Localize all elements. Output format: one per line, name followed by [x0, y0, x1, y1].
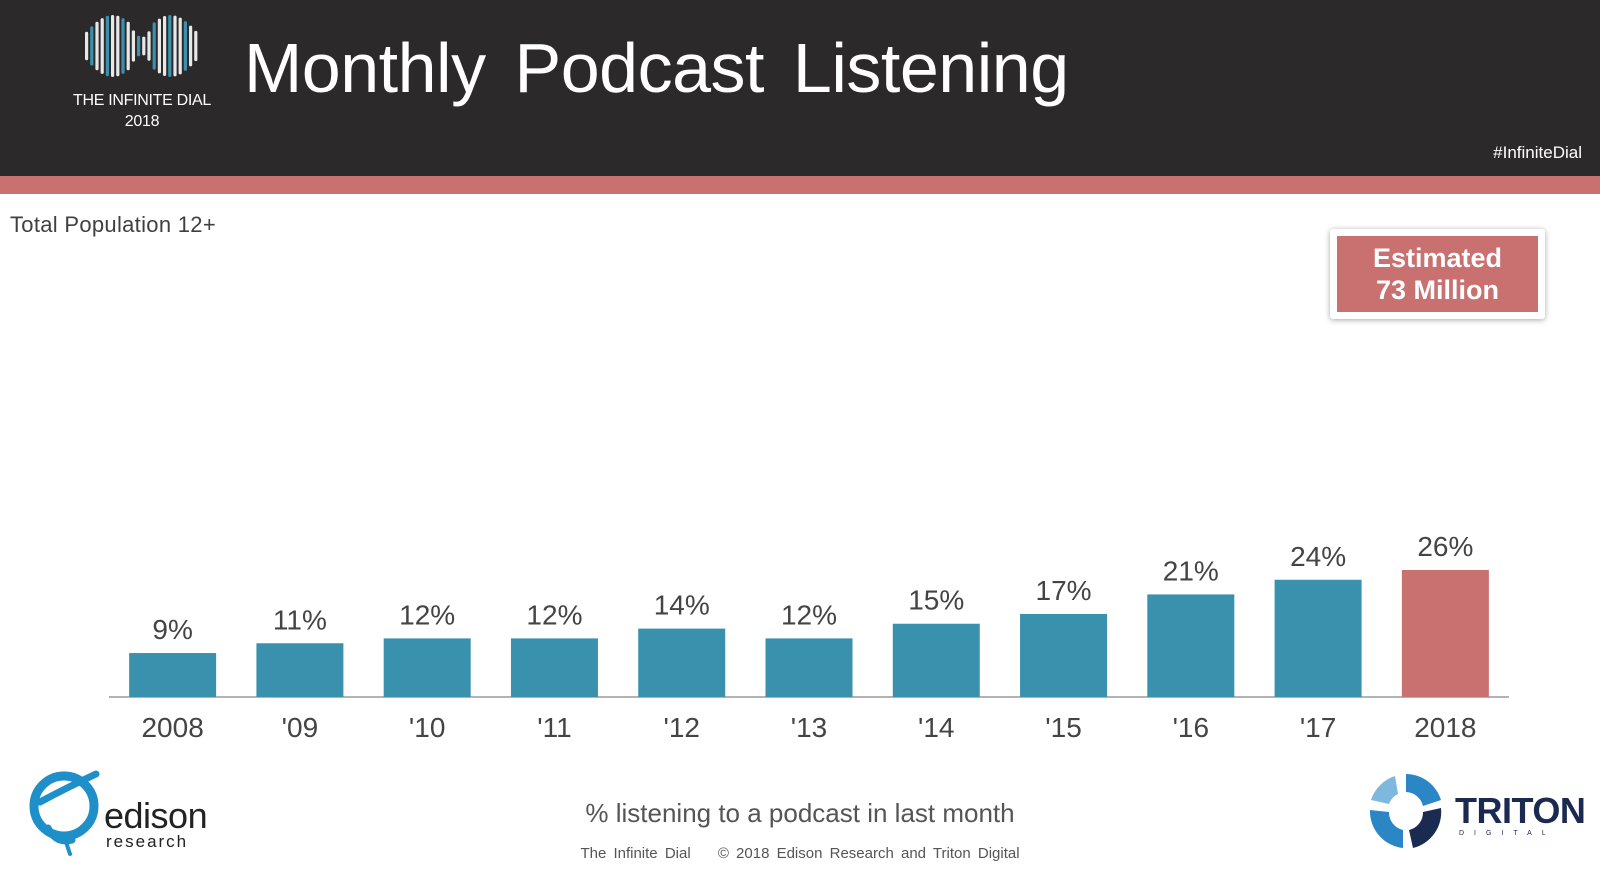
estimate-line-2: 73 Million	[1375, 275, 1500, 305]
brand-line-1: THE INFINITE DIAL	[72, 92, 212, 109]
bar-4	[638, 628, 726, 697]
logo-stripe	[95, 21, 99, 71]
estimate-callout-inner: Estimated 73 Million	[1337, 236, 1538, 312]
x-tick-label: 2008	[141, 712, 203, 743]
logo-stripe	[85, 31, 89, 61]
logo-stripe	[147, 31, 151, 61]
logo-stripe	[100, 18, 104, 74]
logo-stripe	[90, 26, 94, 66]
logo-stripe	[168, 15, 172, 77]
data-label: 26%	[1417, 531, 1473, 562]
x-tick-label: '13	[791, 712, 828, 743]
source-text: The Infinite Dial	[580, 845, 691, 862]
edison-subtitle: research	[106, 832, 189, 851]
brand-text: THE INFINITE DIAL 2018	[62, 90, 222, 132]
bar-0	[129, 653, 217, 697]
logo-stripe	[163, 16, 167, 76]
copyright-line: The Infinite Dial © 2018 Edison Research…	[0, 845, 1600, 862]
x-tick-label: '10	[409, 712, 446, 743]
bar-2	[383, 638, 471, 697]
bar-7	[1020, 613, 1108, 697]
data-label: 12%	[526, 599, 582, 630]
logo-stripe	[183, 21, 187, 71]
page-title: Monthly Podcast Listening	[244, 29, 1069, 107]
bar-3	[510, 638, 598, 697]
triton-wordmark: TRITON	[1455, 790, 1586, 831]
data-label: 12%	[781, 599, 837, 630]
header-bar: THE INFINITE DIAL 2018 Monthly Podcast L…	[0, 0, 1600, 176]
x-axis-caption: % listening to a podcast in last month	[585, 798, 1015, 828]
logo-stripe	[121, 18, 125, 74]
logo-stripe	[116, 15, 120, 77]
triton-subtitle: DIGITAL	[1459, 830, 1556, 837]
data-label: 12%	[399, 599, 455, 630]
bar-9	[1274, 579, 1362, 697]
x-tick-label: '14	[918, 712, 955, 743]
data-label: 21%	[1163, 555, 1219, 586]
accent-divider	[0, 176, 1600, 194]
x-tick-label: '15	[1045, 712, 1082, 743]
x-tick-label: '11	[537, 712, 571, 743]
data-label: 17%	[1036, 575, 1092, 606]
logo-stripe	[152, 22, 156, 70]
logo-stripe	[194, 30, 198, 62]
brand-line-2: 2018	[124, 113, 160, 130]
bar-6	[892, 623, 980, 697]
triton-logo-icon	[1369, 774, 1442, 848]
logo-stripe	[173, 15, 177, 77]
logo-stripe	[131, 30, 135, 62]
logo-stripe	[111, 15, 115, 77]
population-label: Total Population 12+	[10, 212, 216, 237]
bar-8	[1147, 594, 1235, 697]
edison-wordmark: edison	[104, 795, 208, 836]
data-label: 24%	[1290, 541, 1346, 572]
x-tick-label: 2018	[1414, 712, 1476, 743]
data-label: 9%	[152, 614, 192, 645]
x-tick-label: '12	[663, 712, 700, 743]
logo-stripe	[178, 17, 182, 75]
infinite-dial-logo-icon	[85, 15, 198, 77]
data-label: 14%	[654, 590, 710, 621]
logo-stripe	[189, 25, 193, 67]
x-tick-label: '16	[1173, 712, 1210, 743]
logo-stripe	[142, 36, 146, 56]
x-tick-label: '09	[282, 712, 319, 743]
data-label: 11%	[273, 604, 327, 635]
bar-10	[1401, 570, 1489, 697]
hashtag: #InfiniteDial	[1493, 143, 1582, 162]
bar-chart: 9% 2008 11% '09 12% '10 12% '11 14% '12 12% '13 15% '…	[109, 531, 1509, 743]
logo-stripe	[157, 18, 161, 74]
edison-logo-icon	[29, 770, 100, 856]
logo-stripe	[105, 15, 109, 77]
bar-5	[765, 638, 853, 697]
x-tick-label: '17	[1300, 712, 1337, 743]
estimate-callout: Estimated 73 Million	[1330, 229, 1545, 319]
data-label: 15%	[908, 585, 964, 616]
logo-stripe	[126, 21, 130, 71]
logo-stripe	[137, 35, 141, 57]
estimate-line-1: Estimated	[1372, 243, 1503, 273]
bar-1	[256, 643, 344, 697]
copyright-text: © 2018 Edison Research and Triton Digita…	[717, 845, 1020, 862]
